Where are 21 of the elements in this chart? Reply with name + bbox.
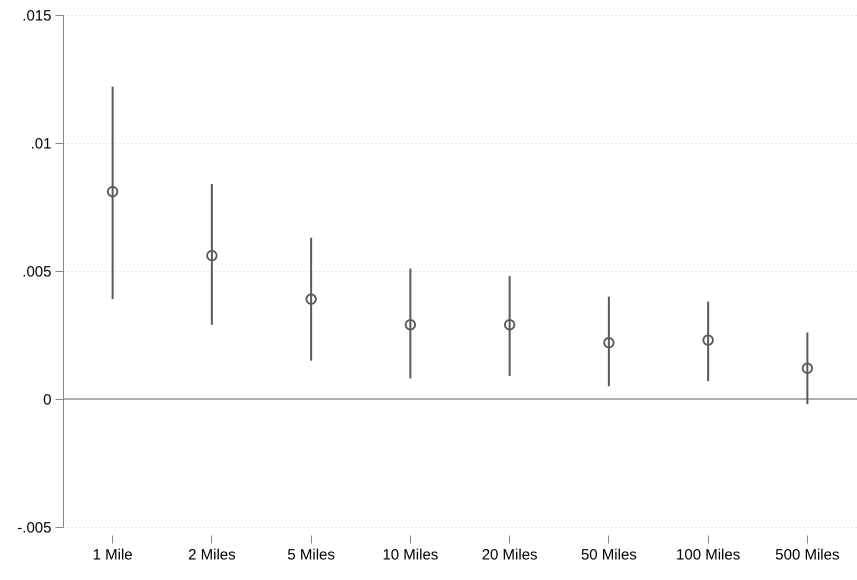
y-tick-label: 0 xyxy=(43,392,52,408)
x-tick-label: 1 Mile xyxy=(92,546,133,564)
y-tick-label: -.005 xyxy=(17,520,52,536)
point xyxy=(702,334,714,346)
point xyxy=(305,294,317,305)
point xyxy=(106,186,118,198)
point xyxy=(802,362,814,374)
point xyxy=(504,319,516,330)
y-tick-label: .015 xyxy=(22,8,52,24)
x-tick-label: 100 Miles xyxy=(676,546,740,564)
x-tick-label: 2 Miles xyxy=(188,546,236,564)
x-tick-label: 20 Miles xyxy=(482,546,538,564)
y-tick-label: .01 xyxy=(30,136,52,152)
x-tick-label: 500 Miles xyxy=(775,546,840,564)
x-tick-label: 5 Miles xyxy=(287,546,335,564)
y-tick-label: .005 xyxy=(22,264,52,280)
point xyxy=(404,319,416,330)
point xyxy=(603,337,615,348)
x-tick-label: 50 Miles xyxy=(580,546,637,564)
x-tick-label: 10 Miles xyxy=(382,546,438,564)
point xyxy=(206,250,218,262)
